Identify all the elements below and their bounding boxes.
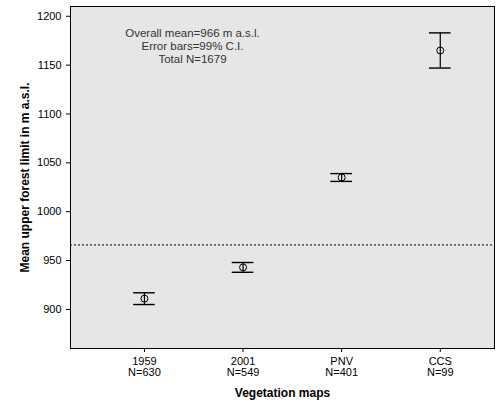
svg-text:1959N=630: 1959N=630 — [128, 355, 161, 378]
svg-text:1100: 1100 — [38, 108, 62, 120]
svg-text:PNVN=401: PNVN=401 — [325, 355, 358, 378]
svg-text:2001N=549: 2001N=549 — [227, 355, 260, 378]
svg-text:1200: 1200 — [37, 10, 61, 22]
svg-text:1150: 1150 — [38, 59, 62, 71]
svg-text:1050: 1050 — [37, 156, 61, 168]
svg-text:CCSN=99: CCSN=99 — [427, 355, 454, 378]
svg-text:900: 900 — [43, 303, 61, 315]
svg-text:Vegetation maps: Vegetation maps — [235, 386, 331, 400]
svg-text:1000: 1000 — [37, 205, 61, 217]
svg-text:950: 950 — [43, 254, 61, 266]
svg-text:Mean upper forest limit in m a: Mean upper forest limit in m a.s.l. — [18, 82, 32, 272]
svg-text:Overall mean=966 m a.s.l.Error: Overall mean=966 m a.s.l.Error bars=99% … — [125, 27, 260, 64]
